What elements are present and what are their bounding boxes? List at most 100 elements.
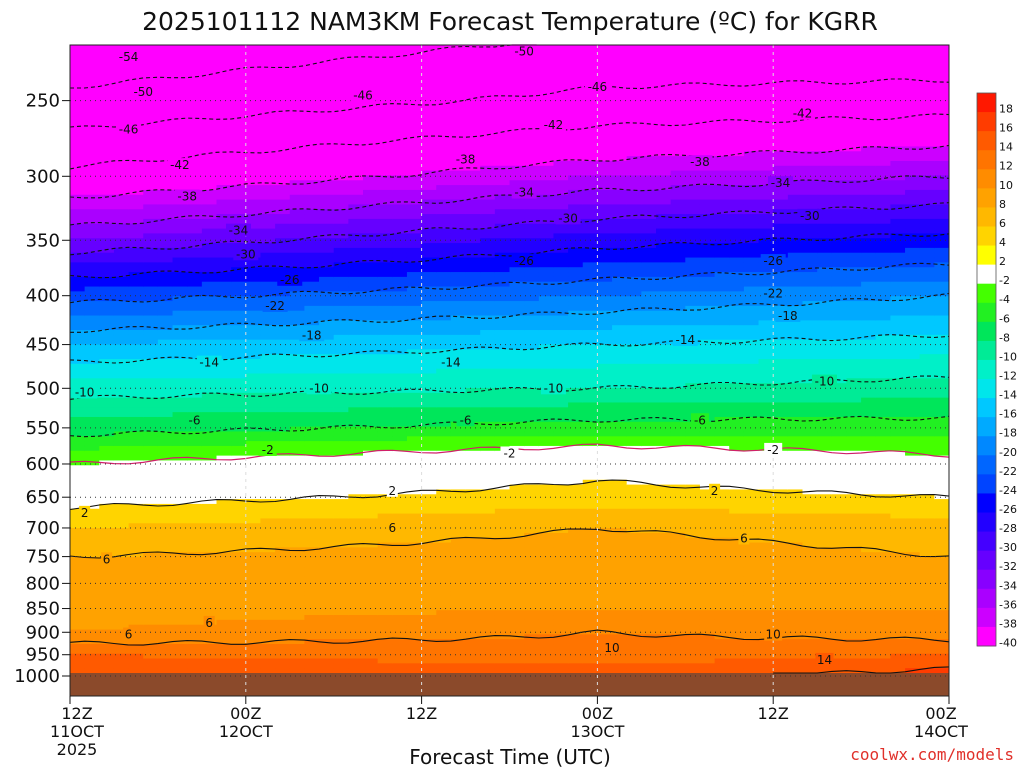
temperature-cell <box>128 547 144 553</box>
temperature-cell <box>143 189 159 196</box>
temperature-cell <box>143 330 159 336</box>
temperature-cell <box>216 537 232 544</box>
temperature-cell <box>524 117 540 123</box>
temperature-cell <box>568 489 584 495</box>
temperature-cell <box>231 445 247 452</box>
temperature-cell <box>363 136 379 143</box>
temperature-cell <box>494 571 511 577</box>
temperature-cell <box>172 378 188 384</box>
temperature-cell <box>231 156 247 162</box>
temperature-cell <box>187 368 203 375</box>
temperature-cell <box>245 378 262 384</box>
temperature-cell <box>84 513 100 520</box>
temperature-cell <box>128 639 144 645</box>
temperature-cell <box>348 156 364 162</box>
temperature-cell <box>363 387 379 394</box>
temperature-cell <box>363 441 379 447</box>
temperature-cell <box>245 243 262 249</box>
temperature-cell <box>275 426 291 433</box>
temperature-cell <box>406 127 423 133</box>
temperature-cell <box>509 590 525 597</box>
temperature-cell <box>582 576 598 582</box>
temperature-cell <box>187 214 203 220</box>
temperature-cell <box>509 228 525 234</box>
temperature-cell <box>157 141 174 148</box>
temperature-cell <box>319 131 335 138</box>
temperature-cell <box>304 117 320 123</box>
temperature-cell <box>626 209 642 215</box>
temperature-cell <box>187 605 203 611</box>
temperature-cell <box>392 78 408 85</box>
temperature-cell <box>172 368 188 375</box>
temperature-cell <box>480 465 496 471</box>
temperature-cell <box>524 557 540 563</box>
temperature-cell <box>538 489 555 495</box>
temperature-cell <box>465 45 481 51</box>
temperature-cell <box>216 131 232 138</box>
temperature-cell <box>216 639 232 645</box>
temperature-cell <box>187 595 203 602</box>
temperature-cell <box>333 281 349 288</box>
temperature-cell <box>187 354 203 360</box>
temperature-cell <box>480 223 496 230</box>
temperature-cell <box>275 243 291 249</box>
temperature-cell <box>553 301 569 307</box>
temperature-cell <box>157 542 174 548</box>
temperature-cell <box>172 204 188 210</box>
temperature-cell <box>509 532 525 539</box>
temperature-cell <box>304 557 320 563</box>
temperature-cell <box>450 600 467 606</box>
temperature-cell <box>245 557 262 563</box>
temperature-cell <box>275 537 291 544</box>
temperature-cell <box>465 291 481 297</box>
temperature-cell <box>406 658 423 664</box>
temperature-cell <box>187 542 203 548</box>
temperature-cell <box>128 228 144 234</box>
temperature-cell <box>333 286 349 292</box>
temperature-cell <box>524 547 540 553</box>
temperature-cell <box>70 54 86 61</box>
temperature-cell <box>333 354 349 360</box>
temperature-cell <box>143 581 159 587</box>
temperature-cell <box>275 528 291 534</box>
temperature-cell <box>494 276 511 283</box>
temperature-cell <box>289 359 305 365</box>
temperature-cell <box>377 561 393 568</box>
temperature-cell <box>421 160 437 167</box>
temperature-cell <box>524 455 540 462</box>
temperature-cell <box>524 233 540 239</box>
temperature-cell <box>524 412 540 418</box>
temperature-cell <box>480 189 496 196</box>
temperature-cell <box>538 156 555 162</box>
temperature-cell <box>333 272 349 278</box>
temperature-cell <box>480 267 496 273</box>
temperature-cell <box>289 64 305 70</box>
temperature-cell <box>113 532 130 539</box>
temperature-cell <box>143 557 159 563</box>
temperature-cell <box>377 233 393 239</box>
temperature-cell <box>421 383 437 389</box>
temperature-cell <box>436 494 452 500</box>
temperature-cell <box>568 576 584 582</box>
temperature-cell <box>319 189 335 196</box>
temperature-cell <box>128 610 144 616</box>
temperature-cell <box>406 571 423 577</box>
temperature-cell <box>143 421 159 428</box>
temperature-cell <box>245 310 262 317</box>
temperature-cell <box>568 262 584 268</box>
temperature-cell <box>509 243 525 249</box>
temperature-cell <box>597 557 613 563</box>
temperature-cell <box>597 412 613 418</box>
temperature-cell <box>172 146 188 152</box>
temperature-cell <box>319 165 335 172</box>
temperature-cell <box>304 363 320 370</box>
temperature-cell <box>524 494 540 500</box>
temperature-cell <box>406 629 423 635</box>
temperature-cell <box>333 315 349 321</box>
temperature-cell <box>143 49 159 56</box>
temperature-cell <box>201 470 218 476</box>
temperature-cell <box>421 131 437 138</box>
temperature-cell <box>348 214 364 220</box>
temperature-cell <box>480 668 496 674</box>
temperature-cell <box>392 513 408 520</box>
